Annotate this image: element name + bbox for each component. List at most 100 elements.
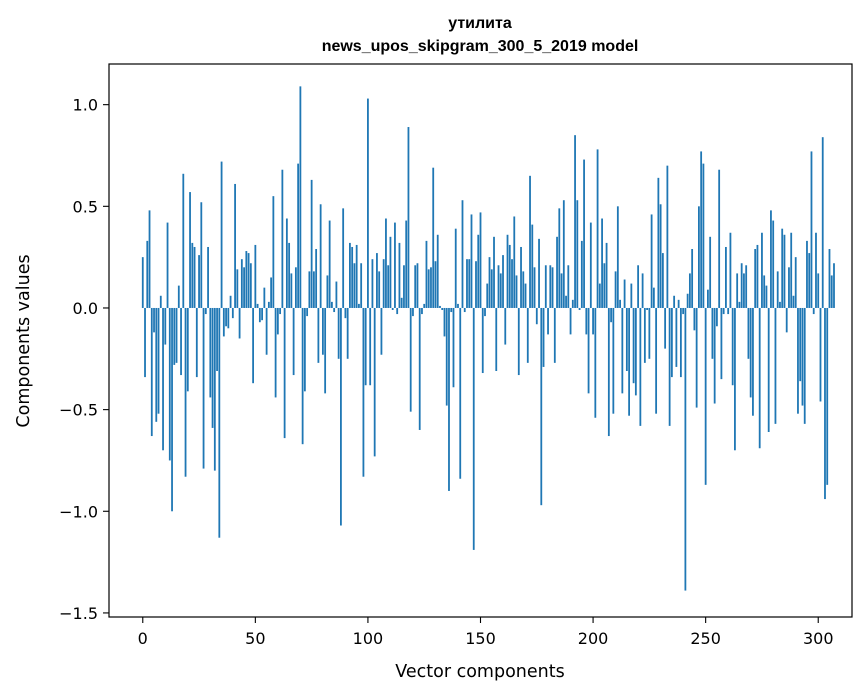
- bar: [423, 303, 426, 308]
- bar: [722, 307, 725, 315]
- bar: [738, 301, 741, 308]
- bar: [788, 267, 790, 308]
- bar: [279, 307, 282, 315]
- bar: [164, 307, 167, 345]
- bar: [790, 232, 793, 308]
- bar: [240, 259, 243, 308]
- bar: [830, 275, 833, 308]
- bar: [459, 307, 462, 479]
- bar: [567, 265, 570, 308]
- bar: [740, 263, 743, 308]
- bar: [301, 307, 304, 445]
- bar: [225, 307, 227, 327]
- bar: [488, 257, 491, 308]
- bar: [490, 269, 493, 308]
- bar: [713, 307, 716, 404]
- bar: [772, 220, 775, 308]
- bar: [218, 307, 221, 538]
- bar: [767, 307, 770, 432]
- bar: [400, 297, 403, 308]
- bar: [263, 287, 266, 308]
- bar: [562, 200, 565, 308]
- bar: [502, 255, 504, 308]
- bar: [148, 210, 151, 308]
- bar: [702, 163, 705, 308]
- bar: [571, 299, 574, 308]
- x-axis-label: Vector components: [395, 662, 564, 682]
- bar: [729, 232, 732, 308]
- bar: [803, 307, 806, 424]
- bar: [673, 295, 676, 308]
- bar: [666, 165, 669, 308]
- bar: [292, 307, 295, 376]
- bar: [470, 214, 473, 308]
- bar: [378, 271, 381, 308]
- bar: [716, 307, 718, 327]
- bar: [173, 307, 176, 365]
- bar: [497, 265, 500, 308]
- bar: [641, 273, 644, 308]
- bar: [168, 307, 171, 461]
- bar: [734, 307, 736, 451]
- bar: [141, 257, 144, 308]
- bar: [508, 244, 511, 308]
- bar: [394, 222, 396, 308]
- bar: [472, 307, 475, 550]
- bar: [749, 307, 752, 398]
- bar: [698, 206, 700, 308]
- bar: [461, 200, 464, 308]
- bar: [513, 216, 516, 308]
- bar: [434, 261, 437, 308]
- bar: [328, 220, 331, 308]
- bar: [745, 265, 748, 308]
- y-tick-label: −1.0: [59, 502, 98, 521]
- bar: [209, 307, 212, 398]
- bar: [709, 236, 712, 308]
- bar: [270, 277, 273, 308]
- bar: [598, 283, 601, 308]
- bar: [529, 175, 531, 308]
- bar: [601, 218, 603, 308]
- bar: [256, 303, 259, 308]
- bar: [245, 251, 248, 308]
- bar: [157, 307, 160, 414]
- bar: [632, 307, 635, 384]
- bar: [432, 167, 435, 308]
- bar: [303, 307, 306, 392]
- bar: [623, 279, 626, 308]
- bar: [198, 255, 200, 308]
- bar: [770, 210, 772, 308]
- bar: [821, 137, 824, 308]
- bar: [763, 275, 766, 308]
- bar: [580, 240, 583, 308]
- bar: [725, 246, 727, 308]
- bar: [711, 307, 714, 359]
- bar: [326, 275, 329, 308]
- bar: [216, 307, 218, 371]
- bar: [511, 259, 513, 308]
- bar: [184, 307, 187, 477]
- bar: [285, 218, 288, 308]
- bar: [454, 228, 457, 308]
- bar: [493, 236, 495, 308]
- y-tick-label: 0.5: [73, 197, 98, 216]
- bar: [162, 307, 164, 451]
- plot-frame: [108, 63, 853, 618]
- bar: [389, 236, 392, 308]
- bar: [387, 265, 390, 308]
- bar: [331, 301, 333, 308]
- bar: [317, 307, 320, 363]
- bar: [628, 307, 630, 416]
- bar: [166, 222, 169, 308]
- bar: [833, 263, 835, 308]
- bar: [308, 271, 311, 308]
- bar: [425, 240, 428, 308]
- bar: [776, 271, 779, 308]
- bar: [310, 179, 313, 308]
- bar: [200, 202, 203, 308]
- bar: [547, 307, 549, 335]
- bar: [668, 307, 671, 426]
- bar: [754, 249, 757, 308]
- bar: [177, 285, 180, 308]
- bar: [634, 307, 637, 396]
